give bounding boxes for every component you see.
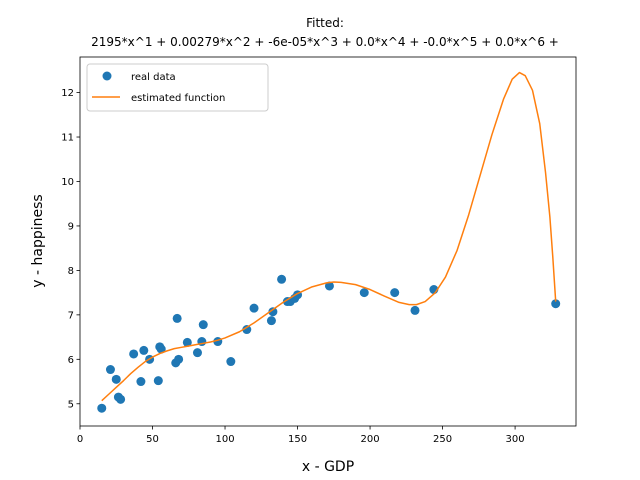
data-point	[198, 320, 208, 330]
data-point	[136, 377, 146, 387]
x-tick-label: 150	[288, 434, 307, 445]
legend-label-real-data: real data	[131, 72, 176, 83]
legend-label-estimated-function: estimated function	[131, 93, 225, 104]
y-axis-label: y - happiness	[30, 194, 46, 287]
data-point	[153, 376, 163, 386]
data-point	[359, 288, 369, 298]
legend-box	[86, 63, 269, 112]
x-tick-label: 300	[506, 434, 525, 445]
data-point	[105, 365, 115, 375]
data-point	[111, 374, 121, 384]
y-tick-label: 5	[68, 399, 74, 410]
data-point	[410, 305, 420, 315]
plot-area	[97, 71, 561, 413]
chart-title-line2: 2195*x^1 + 0.00279*x^2 + -6e-05*x^3 + 0.…	[91, 35, 559, 49]
x-tick-label: 0	[77, 434, 83, 445]
data-point	[156, 344, 166, 354]
y-tick-label: 10	[61, 177, 74, 188]
x-axis: 0 50 100 150 200 250 300	[77, 426, 525, 445]
data-point	[116, 394, 126, 404]
y-tick-label: 6	[68, 355, 74, 366]
data-point	[551, 299, 561, 309]
data-point	[97, 403, 107, 413]
y-tick-label: 12	[61, 88, 74, 99]
chart-title-line1: Fitted:	[306, 16, 344, 30]
x-tick-label: 100	[215, 434, 234, 445]
data-point	[129, 349, 139, 359]
data-point	[390, 288, 400, 298]
y-tick-label: 7	[68, 310, 74, 321]
data-point	[226, 357, 236, 367]
data-point	[139, 345, 149, 355]
data-point	[266, 316, 276, 326]
data-point	[268, 307, 278, 317]
legend-marker-real-data	[102, 71, 112, 81]
plot-marks	[97, 71, 561, 413]
x-tick-label: 200	[361, 434, 380, 445]
y-axis: 5 6 7 8 9 10 11 12	[61, 88, 80, 410]
y-tick-label: 9	[68, 221, 74, 232]
x-tick-label: 50	[146, 434, 159, 445]
data-point	[324, 281, 334, 291]
data-point	[242, 325, 252, 335]
data-point	[249, 303, 259, 313]
data-point	[172, 313, 182, 323]
data-point	[182, 337, 192, 347]
plot-frame	[79, 56, 577, 427]
x-tick-label: 250	[433, 434, 452, 445]
legend: real data estimated function	[86, 63, 269, 112]
data-point	[192, 348, 202, 358]
y-tick-label: 8	[68, 266, 74, 277]
y-tick-label: 11	[61, 133, 74, 144]
x-axis-label: x - GDP	[302, 459, 354, 475]
data-point	[174, 354, 184, 364]
estimated-function-line	[101, 71, 557, 402]
data-point	[277, 274, 287, 284]
